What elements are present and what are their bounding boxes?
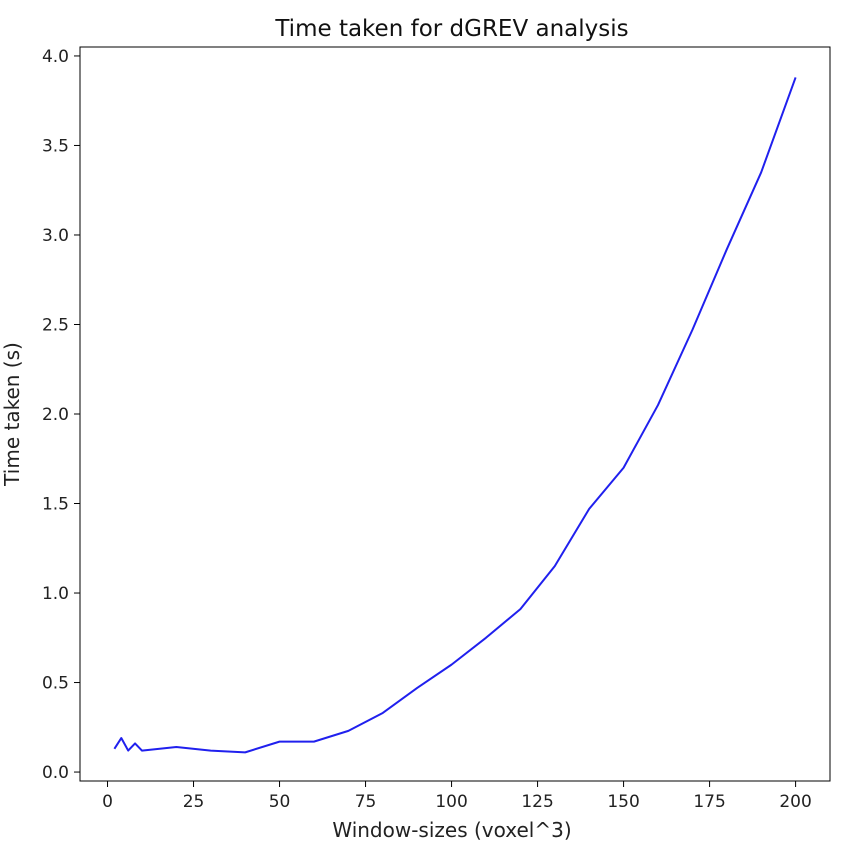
y-tick-label: 2.0 (42, 405, 69, 425)
x-tick-label: 200 (779, 792, 811, 812)
y-axis-label: Time taken (s) (0, 342, 24, 487)
y-tick-label: 2.5 (42, 315, 69, 335)
y-tick-label: 0.5 (42, 674, 69, 694)
x-tick-label: 75 (355, 792, 377, 812)
chart-title: Time taken for dGREV analysis (274, 16, 628, 42)
x-axis-label: Window-sizes (voxel^3) (332, 818, 571, 842)
x-tick-label: 25 (183, 792, 205, 812)
y-tick-label: 0.0 (42, 763, 69, 783)
y-tick-label: 3.5 (42, 136, 69, 156)
x-tick-label: 175 (693, 792, 725, 812)
x-tick-label: 100 (435, 792, 467, 812)
y-tick-label: 1.5 (42, 495, 69, 515)
x-tick-label: 50 (269, 792, 291, 812)
plot-area (80, 47, 830, 781)
series-line (113, 77, 797, 754)
x-tick-label: 150 (607, 792, 639, 812)
y-tick-label: 4.0 (42, 47, 69, 67)
x-tick-label: 0 (102, 792, 113, 812)
y-tick-label: 3.0 (42, 226, 69, 246)
y-tick-label: 1.0 (42, 584, 69, 604)
x-tick-label: 125 (521, 792, 553, 812)
